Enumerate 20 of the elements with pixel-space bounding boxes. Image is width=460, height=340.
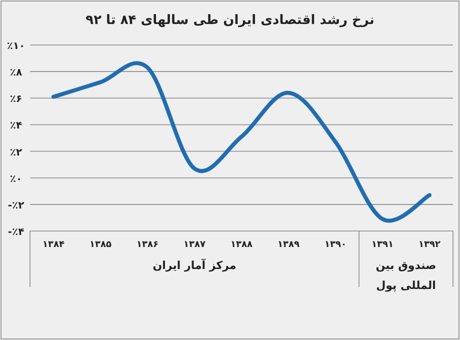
y-tick-label: ٪۰	[10, 174, 22, 185]
x-tick-label: ۱۳۹۱	[372, 240, 394, 250]
y-tick-label: ٪۱۰	[6, 41, 26, 52]
y-tick-label: ٪۸	[10, 68, 22, 79]
y-tick-label: -٪۲	[8, 200, 24, 212]
x-tick-label: ۱۳۸۷	[184, 240, 206, 250]
x-tick-label: ۱۳۸۶	[136, 240, 158, 250]
text: صندوق بین المللی پول	[374, 258, 438, 294]
x-tick-label: ۱۳۸۸	[230, 240, 253, 250]
chart-title: نرخ رشد اقتصادی ایران طی سالهای ۸۴ تا ۹۲	[86, 13, 374, 28]
x-tick-label: ۱۳۹۲	[418, 240, 441, 250]
x-tick-label: ۱۳۸۴	[42, 240, 65, 250]
y-tick-label: -٪۴	[8, 227, 24, 238]
x-tick-label: ۱۳۹۰	[324, 240, 346, 250]
x-tick-label: ۱۳۸۵	[90, 240, 112, 250]
x-tick-label: ۱۳۸۹	[278, 240, 300, 250]
y-tick-label: ٪۲	[10, 147, 22, 158]
text: مرکز آمار ایران	[152, 258, 238, 274]
y-tick-label: ٪۴	[10, 120, 22, 132]
y-tick-label: ٪۶	[10, 94, 22, 106]
